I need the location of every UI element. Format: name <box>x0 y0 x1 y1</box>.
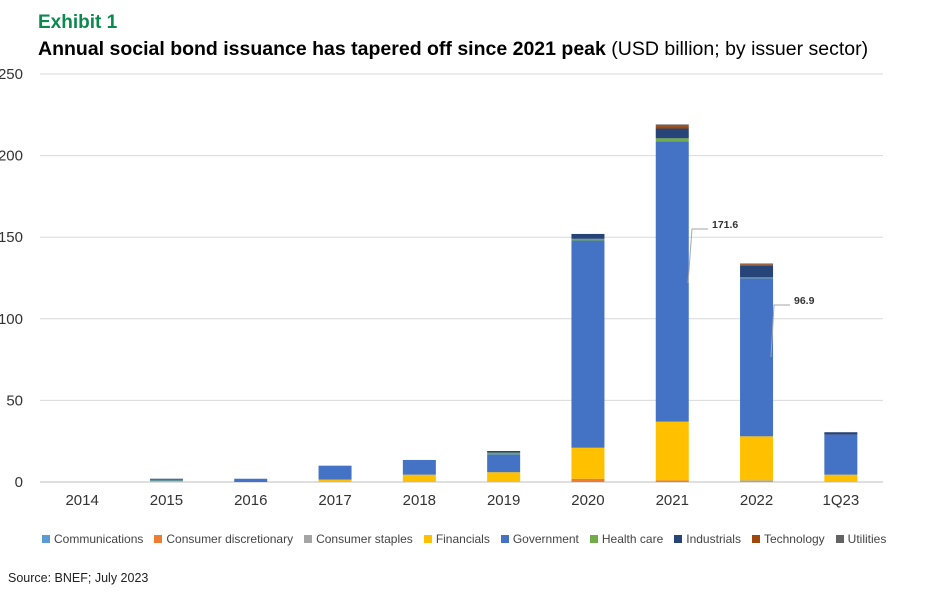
x-tick-label: 2018 <box>403 492 436 509</box>
bar-segment <box>740 265 774 278</box>
legend-swatch <box>423 535 432 543</box>
legend-item: Communications <box>42 532 143 546</box>
y-axis-labels: 0 50 100 150 200 250 <box>0 66 23 491</box>
bar-segment <box>149 480 183 482</box>
bar-segment <box>318 479 352 482</box>
bar-segment <box>402 459 436 475</box>
bar-segment <box>824 434 858 475</box>
legend-label: Technology <box>763 532 825 546</box>
legend-item: Consumer staples <box>304 532 413 546</box>
y-tick-label: 100 <box>0 311 23 328</box>
bar-segment <box>740 278 774 437</box>
legend-item: Consumer discretionary <box>154 532 293 546</box>
legend-label: Health care <box>601 532 664 546</box>
source-note: Source: BNEF; July 2023 <box>8 571 149 585</box>
bar-segment <box>571 478 605 482</box>
y-tick-label: 50 <box>6 392 23 409</box>
x-axis-labels: 2014 2015 2016 2017 2018 2019 2020 2021 2022 1Q23 <box>65 492 859 509</box>
legend-swatch <box>154 535 163 543</box>
legend-item: Technology <box>751 532 825 546</box>
annotation-label: 96.9 <box>794 295 815 307</box>
legend-label: Communications <box>54 532 144 546</box>
bar-segment <box>571 238 605 241</box>
annotations: 171.6 96.9 <box>687 219 815 358</box>
bar-segment <box>487 454 521 473</box>
x-tick-label: 1Q23 <box>822 492 859 509</box>
bar-segment <box>234 478 268 482</box>
legend-swatch <box>835 535 844 543</box>
legend-label: Utilities <box>847 532 887 546</box>
bar-segment <box>655 141 689 422</box>
bar-segment <box>571 240 605 448</box>
bar-segment <box>318 465 352 480</box>
bar-segment <box>571 233 605 239</box>
legend-item: Utilities <box>835 532 887 546</box>
x-tick-label: 2020 <box>571 492 604 509</box>
bar-segment <box>824 474 858 482</box>
x-tick-label: 2022 <box>740 492 773 509</box>
legend-label: Government <box>512 532 579 546</box>
stacked-bar-chart: 0 50 100 150 200 250 2014 2015 2016 2017 2018 2019… <box>0 66 883 509</box>
x-tick-label: 2015 <box>150 492 183 509</box>
bar-segment <box>655 138 689 142</box>
bar-segment <box>740 436 774 481</box>
y-tick-label: 0 <box>15 474 23 491</box>
legend-item: Industrials <box>674 532 741 546</box>
chart-title-main: Annual social bond issuance has tapered … <box>38 38 606 60</box>
x-tick-label: 2017 <box>318 492 351 509</box>
x-tick-label: 2014 <box>65 492 98 509</box>
x-tick-label: 2021 <box>656 492 689 509</box>
y-tick-label: 150 <box>0 229 23 246</box>
legend-label: Consumer discretionary <box>166 532 294 546</box>
legend-item: Financials <box>423 532 490 546</box>
bar-segment <box>740 264 774 266</box>
bar-segment <box>740 263 774 265</box>
legend: Communications Consumer discretionary Cons… <box>42 532 932 546</box>
legend-label: Financials <box>435 532 490 546</box>
legend-swatch <box>674 535 683 543</box>
bar-segment <box>655 480 689 482</box>
chart-title-sub: (USD billion; by issuer sector) <box>605 38 869 60</box>
legend-swatch <box>500 535 509 543</box>
exhibit-label: Exhibit 1 <box>38 12 118 33</box>
legend-label: Consumer staples <box>316 532 413 546</box>
bar-segment <box>487 472 521 482</box>
chart-title: Annual social bond issuance has tapered … <box>38 38 868 61</box>
legend-swatch <box>42 535 50 543</box>
bar-segment <box>149 481 183 482</box>
bars <box>149 124 858 482</box>
annotation-label: 171.6 <box>712 219 738 231</box>
bar-segment <box>487 450 521 453</box>
bar-segment <box>655 128 689 139</box>
bar-segment <box>655 124 689 127</box>
y-tick-label: 200 <box>0 148 23 165</box>
bar-segment <box>655 126 689 129</box>
legend-item: Government <box>500 532 579 546</box>
bar-segment <box>740 277 774 279</box>
bar-segment <box>487 452 521 455</box>
bar-segment <box>149 478 183 480</box>
bar-segment <box>824 432 858 435</box>
bar-segment <box>740 480 774 482</box>
x-tick-label: 2016 <box>234 492 267 509</box>
legend-swatch <box>589 535 598 543</box>
bar-segment <box>571 447 605 479</box>
x-tick-label: 2019 <box>487 492 520 509</box>
annotation-leader-line <box>687 228 708 284</box>
legend-label: Industrials <box>686 532 741 546</box>
bar-segment <box>655 421 689 481</box>
legend-swatch <box>751 535 760 543</box>
bar-segment <box>149 479 183 481</box>
legend-item: Health care <box>589 532 664 546</box>
legend-swatch <box>304 535 313 543</box>
y-tick-label: 250 <box>0 66 23 83</box>
annotation-leader-line <box>770 304 790 358</box>
bar-segment <box>402 474 436 482</box>
